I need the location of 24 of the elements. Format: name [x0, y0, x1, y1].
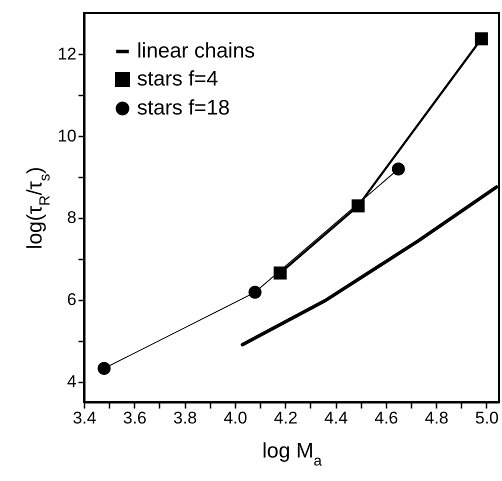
x-axis-title: log M$_{a}$	[262, 440, 323, 470]
x-tick-label: 4.2	[274, 408, 298, 428]
x-tick-label: 5.0	[475, 408, 499, 428]
y-tick-label: 10	[58, 126, 76, 146]
legend-label: stars f=4	[137, 68, 218, 90]
y-tick-label: 4	[67, 372, 76, 392]
legend-label: stars f=18	[137, 96, 230, 120]
x-tick-label: 3.8	[173, 408, 197, 428]
point	[248, 286, 262, 299]
x-tick-label: 3.4	[72, 408, 96, 428]
x-tick-label: 3.6	[122, 408, 147, 428]
point	[474, 32, 488, 46]
y-tick-label: 8	[67, 208, 76, 228]
legend-label: linear chains	[137, 40, 255, 62]
point	[274, 266, 287, 280]
x-tick-label: 4.4	[324, 408, 348, 428]
y-tick-label: 6	[67, 290, 76, 310]
point	[392, 162, 405, 176]
x-tick-label: 4.8	[424, 408, 448, 428]
x-tick-label: 4.0	[224, 408, 248, 428]
point	[98, 362, 111, 375]
point	[352, 199, 365, 212]
x-tick-label: 4.6	[374, 408, 398, 428]
y-tick-label: 12	[58, 44, 76, 64]
